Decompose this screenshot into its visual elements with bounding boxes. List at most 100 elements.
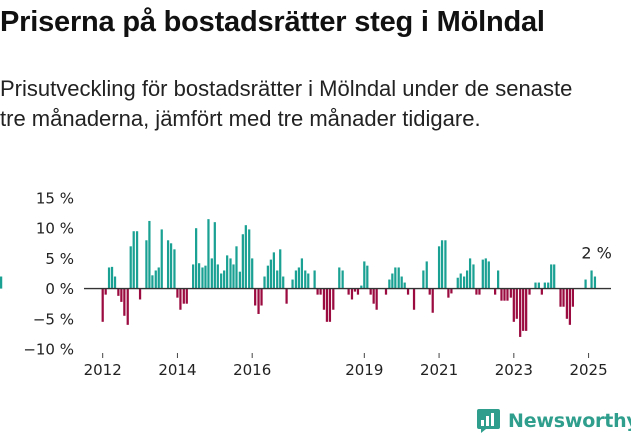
bar xyxy=(500,288,503,301)
bar xyxy=(282,276,285,289)
bar xyxy=(226,255,229,289)
bar xyxy=(406,288,410,295)
bar xyxy=(571,288,574,307)
page-title: Priserna på bostadsrätter steg i Mölndal xyxy=(0,6,545,38)
bar xyxy=(465,270,469,289)
bar xyxy=(512,288,515,322)
bar xyxy=(151,275,154,289)
bar xyxy=(220,273,223,289)
bar xyxy=(263,276,266,289)
bar xyxy=(478,288,481,295)
bar xyxy=(104,288,107,295)
bar xyxy=(117,288,120,296)
bar xyxy=(447,288,450,298)
bar xyxy=(244,225,247,289)
bar xyxy=(307,273,310,289)
bar xyxy=(160,229,163,289)
bar xyxy=(322,288,326,310)
x-tick-label: 2014 xyxy=(158,361,196,379)
bar xyxy=(425,261,428,289)
bar xyxy=(590,270,593,289)
bar xyxy=(593,276,597,289)
x-tick-label: 2025 xyxy=(569,361,607,379)
bar xyxy=(107,267,111,289)
bar xyxy=(213,222,216,289)
bar xyxy=(475,288,478,295)
bar xyxy=(332,288,335,310)
bar xyxy=(325,288,329,322)
bar xyxy=(179,288,182,310)
bar xyxy=(238,271,241,289)
bar xyxy=(223,270,226,289)
bar xyxy=(266,265,270,289)
bar xyxy=(285,288,288,304)
bar xyxy=(157,267,160,289)
latest-value-annotation: 2 % xyxy=(581,244,611,263)
y-tick-label: 10 % xyxy=(36,220,74,238)
bar xyxy=(547,282,550,289)
bar xyxy=(101,288,104,322)
bar xyxy=(372,288,375,304)
bar xyxy=(394,267,397,289)
bar xyxy=(412,288,416,310)
bar xyxy=(235,246,238,289)
bar xyxy=(369,288,372,295)
y-axis: 15 % 10 % 5 % 0 % −5 % −10 % xyxy=(23,190,74,359)
bar xyxy=(173,249,176,289)
bar xyxy=(353,288,357,292)
bar xyxy=(207,219,210,289)
bar xyxy=(472,264,475,289)
bar xyxy=(313,270,316,289)
bar xyxy=(229,258,232,289)
bar xyxy=(148,220,151,289)
bar xyxy=(468,258,472,289)
bar xyxy=(201,267,204,289)
bar xyxy=(456,277,459,289)
bar xyxy=(169,243,173,289)
bar xyxy=(388,279,391,289)
bar xyxy=(360,285,363,289)
bar xyxy=(384,288,388,295)
bar xyxy=(537,282,540,289)
bar xyxy=(568,288,572,325)
bar xyxy=(428,288,431,295)
bar xyxy=(459,273,462,289)
bar xyxy=(251,258,254,289)
bar xyxy=(422,270,425,289)
bar xyxy=(166,240,170,289)
y-tick-label: 15 % xyxy=(36,190,74,208)
bar xyxy=(509,288,512,298)
bar xyxy=(291,279,294,289)
bar xyxy=(400,276,403,289)
brand-logo[interactable]: Newsworthy xyxy=(476,406,631,436)
bar xyxy=(497,270,500,289)
bar xyxy=(363,261,366,289)
bar xyxy=(113,276,117,289)
x-tick-label: 2019 xyxy=(345,361,383,379)
bar xyxy=(276,270,279,289)
bar xyxy=(559,288,562,307)
bar xyxy=(347,288,350,295)
bar xyxy=(338,267,341,289)
bar xyxy=(553,264,556,289)
bar xyxy=(397,267,400,289)
bar xyxy=(350,288,354,300)
bar xyxy=(135,231,139,289)
bar xyxy=(519,288,522,337)
bar xyxy=(450,288,453,294)
bar xyxy=(515,288,518,319)
bar xyxy=(487,261,490,289)
bar xyxy=(120,288,123,302)
bar xyxy=(279,249,282,289)
x-tick-label: 2012 xyxy=(84,361,122,379)
bar xyxy=(522,288,525,331)
bar xyxy=(375,288,378,310)
bar xyxy=(494,288,497,295)
bar xyxy=(232,264,235,289)
bar xyxy=(254,288,257,306)
bar xyxy=(341,270,344,289)
bar xyxy=(110,266,114,289)
bar xyxy=(132,231,135,289)
bar xyxy=(257,288,260,314)
